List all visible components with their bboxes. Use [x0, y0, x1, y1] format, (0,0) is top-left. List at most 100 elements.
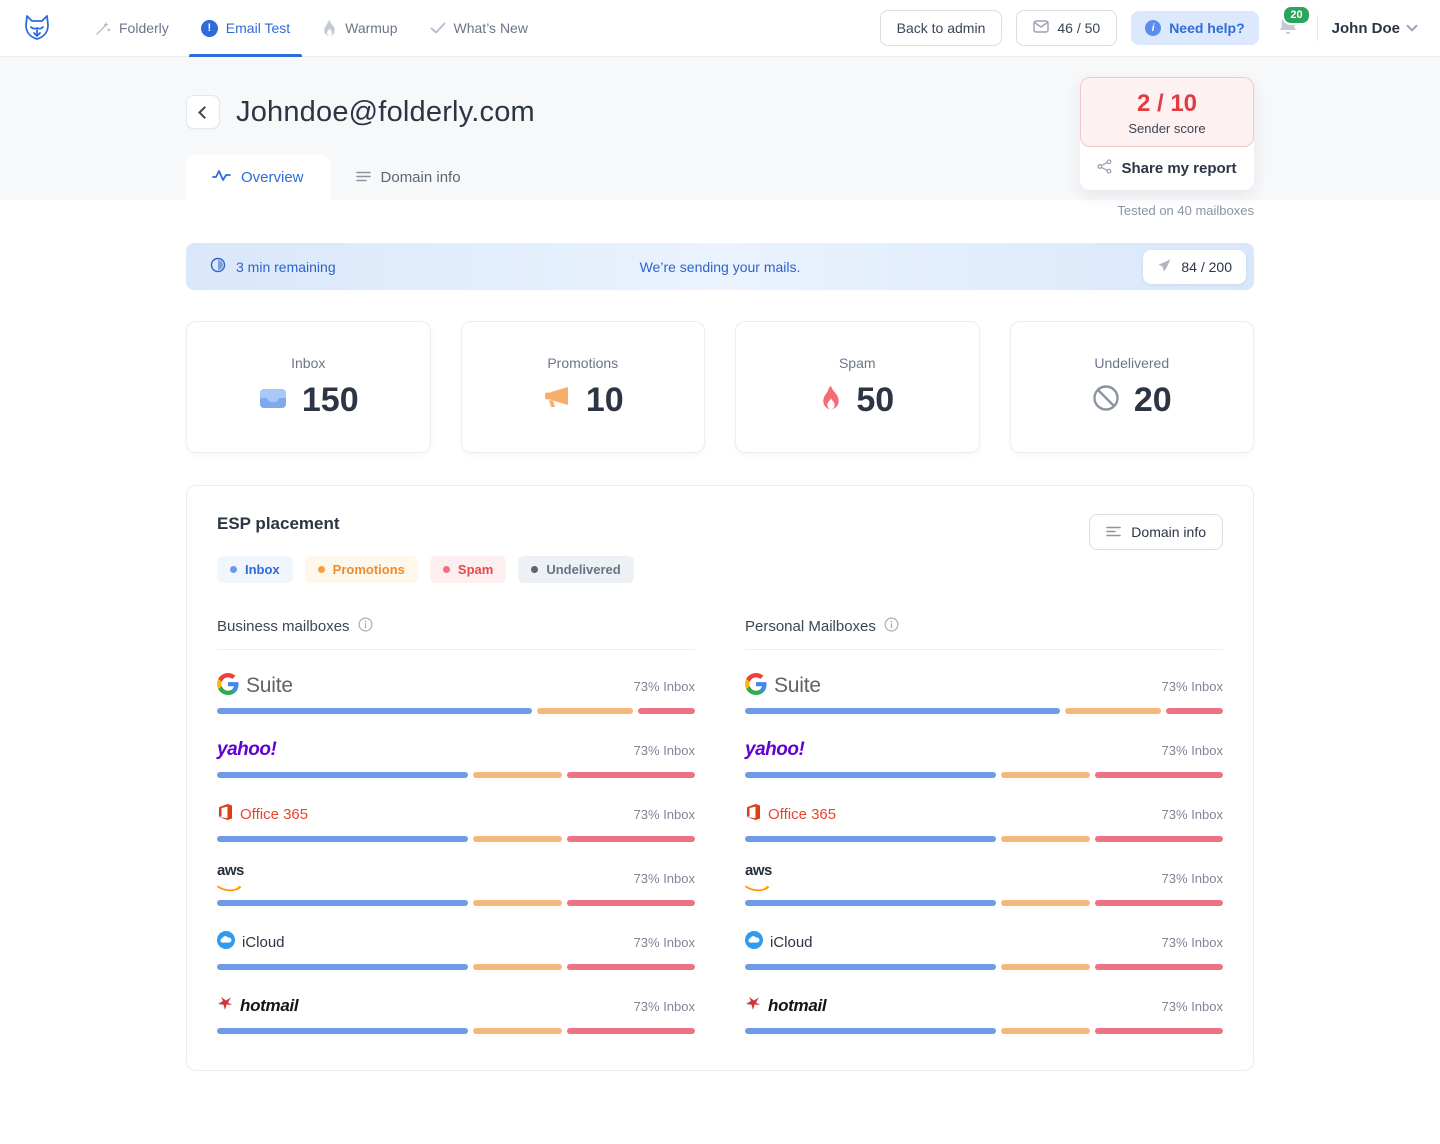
yahoo-logo: yahoo!: [745, 739, 805, 760]
bar-segment-inbox: [217, 900, 468, 906]
send-progress-label: 84 / 200: [1181, 258, 1232, 275]
legend-chip-undelivered[interactable]: Undelivered: [518, 556, 634, 583]
inbox-percentage-label: 73% Inbox: [633, 998, 695, 1014]
hotmail-logo: hotmail: [217, 996, 299, 1016]
tab-domain-info[interactable]: Domain info: [330, 155, 487, 200]
report-header: Johndoe@folderly.com 2 / 10 Sender score…: [0, 57, 1440, 218]
legend-label: Undelivered: [546, 562, 621, 577]
inbox-percentage-label: 73% Inbox: [633, 934, 695, 950]
main-content: We’re sending your mails. 3 min remainin…: [0, 243, 1440, 1111]
credits-button[interactable]: 46 / 50: [1016, 10, 1118, 46]
inbox-percentage-label: 73% Inbox: [1161, 742, 1223, 758]
placement-bar: [745, 708, 1223, 714]
legend-label: Inbox: [245, 562, 280, 577]
user-menu[interactable]: John Doe: [1331, 19, 1418, 37]
legend-chip-spam[interactable]: Spam: [429, 556, 507, 583]
bar-segment-inbox: [217, 708, 533, 714]
nav-item-folderly[interactable]: Folderly: [82, 0, 181, 56]
top-navigation: Folderly! Email Test Warmup What’s New Back…: [0, 0, 1440, 57]
chevron-down-icon: [1406, 20, 1418, 32]
notifications-bell[interactable]: 20: [1277, 5, 1311, 42]
legend-dot-icon: [442, 566, 450, 573]
bar-segment-spam: [637, 708, 695, 714]
user-name: John Doe: [1331, 19, 1400, 37]
legend-label: Spam: [457, 562, 494, 577]
lines-icon: [355, 169, 371, 186]
flame-icon: [322, 19, 337, 37]
bar-segment-inbox: [217, 964, 468, 970]
inbox-percentage-label: 73% Inbox: [633, 678, 695, 694]
stat-card-inbox: Inbox 150: [186, 321, 431, 453]
bar-segment-inbox: [745, 772, 996, 778]
legend-chip-promotions[interactable]: Promotions: [304, 556, 418, 583]
placement-bar: [745, 772, 1223, 778]
bar-segment-spam: [1095, 1028, 1223, 1034]
bar-segment-inbox: [217, 836, 468, 842]
spam-flame-icon: [820, 384, 842, 416]
aws-logo: aws: [217, 863, 244, 893]
back-button[interactable]: [186, 95, 220, 129]
bar-segment-spam: [567, 836, 695, 842]
placement-bar: [217, 836, 695, 842]
legend-chip-inbox[interactable]: Inbox: [217, 556, 293, 583]
nav-item-what-s-new[interactable]: What’s New: [418, 0, 540, 56]
bar-segment-promotions: [1000, 900, 1091, 906]
icloud-icon: [745, 930, 763, 954]
chevron-left-icon: [198, 105, 211, 119]
office-icon: [745, 803, 761, 825]
bar-segment-inbox: [745, 708, 1061, 714]
hotmail-icon: [745, 996, 761, 1016]
mailbox-columns: Business mailboxes Suite 73% Inbox yahoo! 73…: [217, 617, 1223, 1034]
bar-segment-inbox: [745, 836, 996, 842]
sender-score-label: Sender score: [1128, 121, 1206, 136]
send-progress-counter: 84 / 200: [1143, 249, 1246, 284]
info-circle-icon[interactable]: [884, 617, 899, 636]
domain-info-button[interactable]: Domain info: [1089, 514, 1223, 550]
tab-overview[interactable]: Overview: [186, 155, 330, 200]
time-remaining-label: 3 min remaining: [236, 258, 336, 275]
megaphone-icon: [542, 385, 572, 416]
nav-item-warmup[interactable]: Warmup: [310, 0, 409, 56]
legend-dot-icon: [317, 566, 325, 573]
sender-score-widget: 2 / 10 Sender score Share my report Test…: [1080, 77, 1254, 218]
esp-placement-title: ESP placement: [217, 514, 340, 533]
bar-segment-spam: [567, 772, 695, 778]
provider-row-hotmail: hotmail 73% Inbox: [217, 993, 695, 1034]
need-help-label: Need help?: [1169, 20, 1245, 36]
need-help-button[interactable]: i Need help?: [1131, 11, 1259, 45]
stat-card-spam: Spam 50: [735, 321, 980, 453]
provider-row-aws: aws 73% Inbox: [217, 863, 695, 906]
provider-row-g-suite: Suite 73% Inbox: [745, 672, 1223, 714]
provider-row-aws: aws 73% Inbox: [745, 863, 1223, 906]
share-report-button[interactable]: Share my report: [1080, 147, 1254, 190]
placement-bar: [745, 836, 1223, 842]
nav-item-email-test[interactable]: ! Email Test: [188, 0, 303, 57]
lines-icon: [1106, 524, 1122, 540]
icloud-icon: [217, 930, 235, 954]
google-g-icon: [217, 672, 239, 700]
stat-value: 150: [301, 380, 359, 419]
gsuite-logo: Suite: [745, 672, 821, 700]
provider-row-icloud: iCloud 73% Inbox: [217, 929, 695, 970]
placement-bar: [217, 708, 695, 714]
bar-segment-spam: [1095, 900, 1223, 906]
nav-right: Back to admin 46 / 50 i Need help? 20 Jo…: [879, 5, 1418, 46]
folderly-fox-logo[interactable]: [20, 11, 54, 45]
hotmail-icon: [217, 996, 233, 1016]
bar-segment-promotions: [1000, 772, 1091, 778]
tab-label: Domain info: [380, 169, 461, 186]
bar-segment-promotions: [472, 964, 563, 970]
prohibited-icon: [1092, 384, 1120, 417]
inbox-percentage-label: 73% Inbox: [1161, 998, 1223, 1014]
stat-label: Promotions: [547, 354, 619, 371]
icloud-logo: iCloud: [217, 930, 285, 954]
info-circle-icon[interactable]: [358, 617, 373, 636]
envelope-icon: [1033, 20, 1050, 36]
check-icon: [430, 22, 446, 34]
bar-segment-promotions: [1000, 1028, 1091, 1034]
provider-row-office-365: Office 365 73% Inbox: [745, 801, 1223, 842]
placement-bar: [745, 900, 1223, 906]
wand-icon: [94, 20, 111, 37]
back-to-admin-button[interactable]: Back to admin: [879, 10, 1003, 46]
placement-stats: Inbox 150 Promotions 10 Spam 50 Undelivered 20: [186, 321, 1254, 453]
